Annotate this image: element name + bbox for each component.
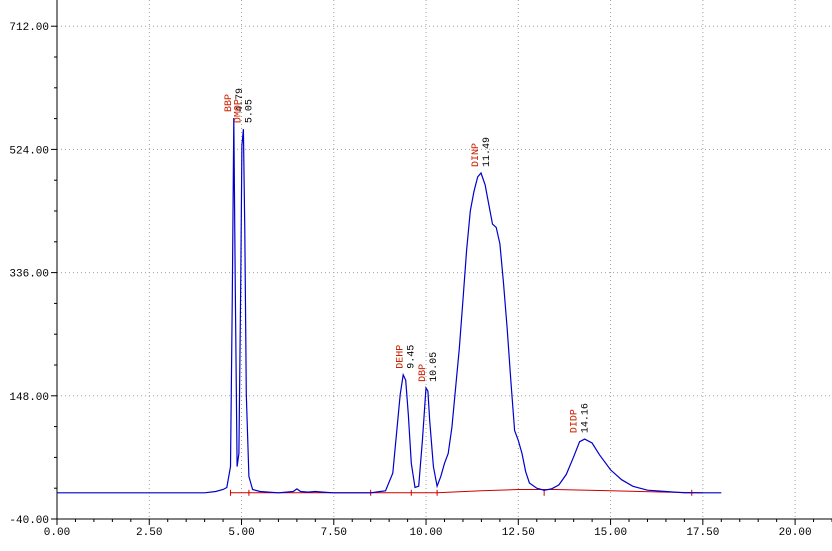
peak-rt-label: 5.05	[244, 99, 255, 123]
y-tick-label: 524.00	[9, 145, 49, 157]
peak-name-label: DMOP	[233, 99, 244, 123]
peak-rt-label: 9.45	[407, 345, 418, 369]
peak-name-label: DIDP	[570, 409, 581, 433]
x-tick-label: 0.00	[44, 527, 70, 539]
y-axis-ticks: -40.00 148.00 336.00 524.00 712.00	[9, 22, 57, 527]
peak-name-label: DBP	[418, 364, 429, 382]
y-tick-label: -40.00	[9, 515, 49, 527]
peak-rt-label: 11.49	[482, 137, 493, 167]
x-tick-label: 15.00	[594, 527, 627, 539]
y-tick-label: 336.00	[9, 269, 49, 281]
peak-name-label: DEHP	[396, 345, 407, 369]
peak-name-label: DINP	[471, 143, 482, 167]
signal-series-line	[57, 117, 722, 494]
x-tick-label: 5.00	[228, 527, 254, 539]
grid-lines	[57, 0, 832, 519]
peak-name-label: BBP	[224, 94, 235, 112]
x-axis-ticks: 0.00 2.50 5.00 7.50 10.00 12.50 15.00 17.50 20.0…	[44, 519, 832, 539]
peak-rt-label: 10.05	[429, 352, 440, 382]
x-tick-label: 12.50	[502, 527, 535, 539]
baseline-group	[229, 489, 703, 496]
y-tick-label: 148.00	[9, 392, 49, 404]
peak-rt-label: 4.79	[235, 88, 246, 112]
axes	[56, 0, 832, 520]
x-tick-label: 20.00	[779, 527, 812, 539]
series-group	[57, 117, 722, 494]
x-tick-label: 2.50	[136, 527, 162, 539]
x-tick-label: 7.50	[321, 527, 347, 539]
y-tick-label: 712.00	[9, 22, 49, 34]
peak-rt-label: 14.16	[581, 403, 592, 433]
x-tick-label: 10.00	[410, 527, 443, 539]
x-tick-label: 17.50	[686, 527, 719, 539]
